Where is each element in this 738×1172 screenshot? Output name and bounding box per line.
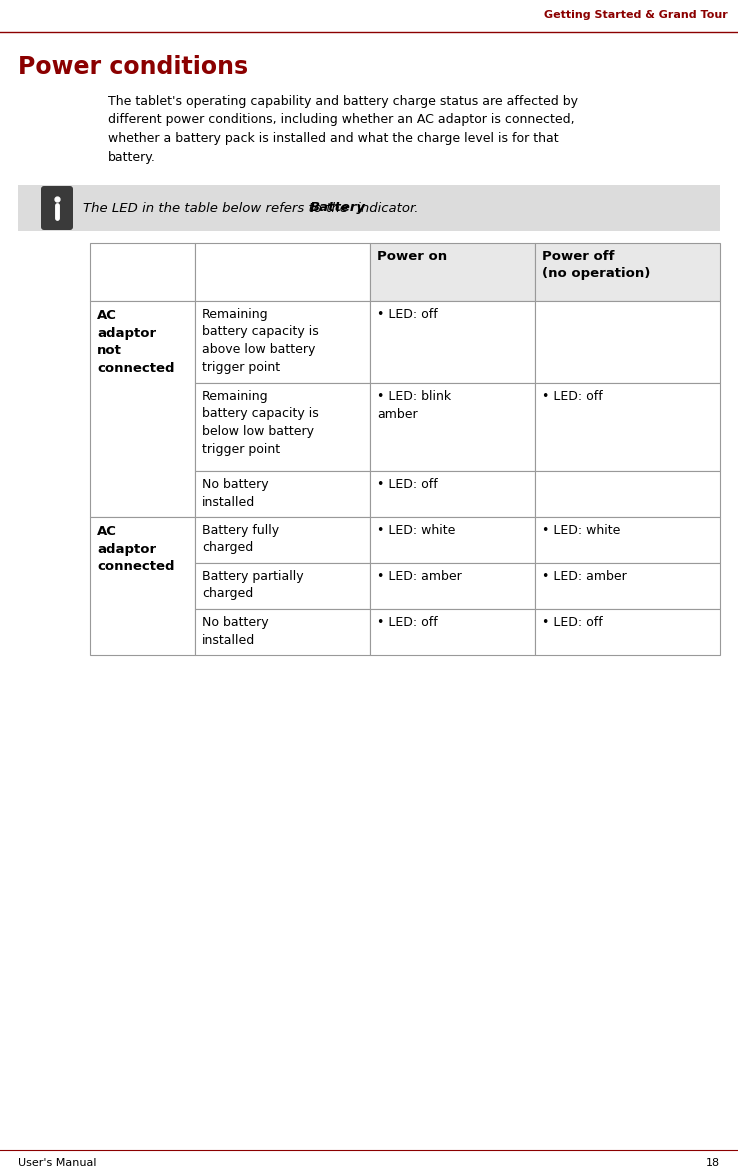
Bar — [195, 563, 370, 609]
Text: • LED: blink
amber: • LED: blink amber — [377, 390, 451, 421]
Bar — [535, 609, 720, 655]
Bar — [370, 609, 535, 655]
Bar — [535, 383, 720, 471]
Bar — [535, 517, 720, 563]
Text: • LED: off: • LED: off — [377, 616, 438, 629]
Bar — [535, 471, 720, 517]
Text: The tablet's operating capability and battery charge status are affected by
diff: The tablet's operating capability and ba… — [108, 95, 578, 164]
Text: • LED: white: • LED: white — [542, 524, 621, 537]
Text: No battery
installed: No battery installed — [202, 478, 269, 509]
Text: AC
adaptor
not
connected: AC adaptor not connected — [97, 309, 174, 375]
Bar — [370, 301, 535, 383]
Text: Power off
(no operation): Power off (no operation) — [542, 250, 650, 280]
Bar — [195, 471, 370, 517]
Text: AC
adaptor
connected: AC adaptor connected — [97, 525, 174, 573]
Text: • LED: white: • LED: white — [377, 524, 455, 537]
Text: • LED: off: • LED: off — [377, 478, 438, 491]
Text: Remaining
battery capacity is
above low battery
trigger point: Remaining battery capacity is above low … — [202, 308, 319, 374]
Bar — [370, 563, 535, 609]
Bar — [370, 471, 535, 517]
Bar — [195, 301, 370, 383]
Text: indicator.: indicator. — [353, 202, 418, 214]
Text: • LED: amber: • LED: amber — [542, 570, 627, 582]
Text: • LED: off: • LED: off — [542, 616, 603, 629]
Text: • LED: amber: • LED: amber — [377, 570, 462, 582]
Text: Battery fully
charged: Battery fully charged — [202, 524, 279, 554]
Text: Battery: Battery — [309, 202, 365, 214]
Bar — [195, 383, 370, 471]
Bar — [90, 301, 195, 517]
Bar — [195, 517, 370, 563]
Text: User's Manual: User's Manual — [18, 1158, 97, 1168]
Text: Power on: Power on — [377, 250, 447, 263]
Bar — [195, 609, 370, 655]
Text: Power conditions: Power conditions — [18, 55, 248, 79]
Bar — [535, 301, 720, 383]
Bar — [90, 243, 195, 301]
Bar — [535, 243, 720, 301]
Text: The LED in the table below refers to the: The LED in the table below refers to the — [83, 202, 352, 214]
Bar — [535, 563, 720, 609]
Bar — [370, 517, 535, 563]
FancyBboxPatch shape — [18, 185, 720, 231]
Text: 18: 18 — [706, 1158, 720, 1168]
Bar — [90, 517, 195, 655]
Text: • LED: off: • LED: off — [377, 308, 438, 321]
FancyBboxPatch shape — [41, 186, 73, 230]
Text: Getting Started & Grand Tour: Getting Started & Grand Tour — [544, 11, 728, 20]
Text: Battery partially
charged: Battery partially charged — [202, 570, 303, 600]
Text: Remaining
battery capacity is
below low battery
trigger point: Remaining battery capacity is below low … — [202, 390, 319, 456]
Bar — [195, 243, 370, 301]
Text: No battery
installed: No battery installed — [202, 616, 269, 647]
Text: • LED: off: • LED: off — [542, 390, 603, 403]
Bar — [370, 243, 535, 301]
Bar — [370, 383, 535, 471]
